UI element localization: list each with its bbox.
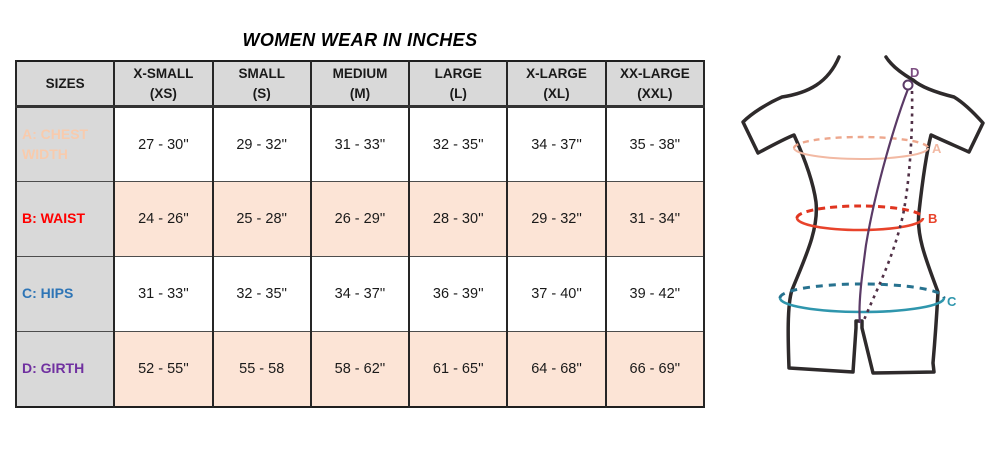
col-abbr: (XL) bbox=[543, 85, 570, 101]
waist-ellipse-solid-half bbox=[795, 217, 925, 232]
size-value-cell: 39 - 42'' bbox=[604, 256, 706, 332]
col-abbr: (L) bbox=[449, 85, 467, 101]
col-name: MEDIUM bbox=[332, 65, 388, 81]
col-header-small: SMALL (S) bbox=[211, 60, 312, 108]
size-value-cell: 32 - 35'' bbox=[211, 256, 312, 332]
row-label-waist: B: WAIST bbox=[14, 181, 116, 257]
col-name: X-SMALL bbox=[133, 65, 194, 81]
size-value-cell: 37 - 40'' bbox=[506, 256, 607, 332]
row-label-chest: A: CHEST WIDTH bbox=[14, 106, 116, 182]
girth-shoulder-loop bbox=[902, 79, 914, 91]
col-header-xxlarge: XX-LARGE (XXL) bbox=[604, 60, 706, 108]
col-name: SMALL bbox=[238, 65, 285, 81]
row-label-hips: C: HIPS bbox=[14, 256, 116, 332]
table-row-chest: A: CHEST WIDTH 27 - 30'' 29 - 32'' 31 - … bbox=[14, 106, 706, 182]
size-value-cell: 29 - 32'' bbox=[506, 181, 607, 257]
waist-label-b: B bbox=[928, 211, 937, 226]
table-row-hips: C: HIPS 31 - 33'' 32 - 35'' 34 - 37'' 36… bbox=[14, 256, 706, 332]
size-value-cell: 35 - 38'' bbox=[604, 106, 706, 182]
size-value-cell: 24 - 26'' bbox=[113, 181, 214, 257]
size-value-cell: 61 - 65'' bbox=[408, 331, 509, 407]
chest-ellipse-dashed-half bbox=[792, 135, 930, 149]
waist-ellipse-dashed-half bbox=[795, 204, 925, 219]
size-value-cell: 28 - 30'' bbox=[408, 181, 509, 257]
hips-ellipse-dashed-half bbox=[778, 282, 946, 299]
girth-line-dotted bbox=[862, 90, 914, 321]
size-value-cell: 36 - 39'' bbox=[408, 256, 509, 332]
col-abbr: (M) bbox=[349, 85, 371, 101]
size-value-cell: 32 - 35'' bbox=[408, 106, 509, 182]
size-value-cell: 27 - 30'' bbox=[113, 106, 214, 182]
table-row-waist: B: WAIST 24 - 26'' 25 - 28'' 26 - 29'' 2… bbox=[14, 181, 706, 257]
page-title: WOMEN WEAR IN INCHES bbox=[242, 30, 478, 50]
col-name: LARGE bbox=[434, 65, 482, 81]
hips-label-c: C bbox=[947, 294, 957, 309]
size-value-cell: 55 - 58 bbox=[211, 331, 312, 407]
corner-header-sizes: SIZES bbox=[14, 60, 116, 108]
chest-label-a: A bbox=[932, 141, 942, 156]
chest-ellipse-solid-half bbox=[793, 147, 929, 160]
hips-ellipse-solid-half bbox=[778, 297, 946, 314]
col-header-xsmall: X-SMALL (XS) bbox=[113, 60, 214, 108]
col-abbr: (XS) bbox=[149, 85, 177, 101]
size-value-cell: 26 - 29'' bbox=[309, 181, 411, 257]
size-value-cell: 52 - 55'' bbox=[113, 331, 214, 407]
size-value-cell: 31 - 33'' bbox=[309, 106, 411, 182]
size-value-cell: 31 - 33'' bbox=[113, 256, 214, 332]
col-header-medium: MEDIUM (M) bbox=[309, 60, 411, 108]
table-row-girth: D: GIRTH 52 - 55'' 55 - 58 58 - 62'' 61 … bbox=[14, 331, 706, 407]
body-outline bbox=[741, 55, 985, 375]
col-abbr: (XXL) bbox=[637, 85, 673, 101]
col-abbr: (S) bbox=[252, 85, 271, 101]
size-value-cell: 25 - 28'' bbox=[211, 181, 312, 257]
size-value-cell: 34 - 37'' bbox=[506, 106, 607, 182]
size-chart-table: SIZES X-SMALL (XS) SMALL (S) MEDIUM (M) … bbox=[14, 60, 706, 408]
size-value-cell: 29 - 32'' bbox=[211, 106, 312, 182]
size-value-cell: 31 - 34'' bbox=[604, 181, 706, 257]
size-value-cell: 66 - 69'' bbox=[604, 331, 706, 407]
col-header-large: LARGE (L) bbox=[408, 60, 509, 108]
col-name: X-LARGE bbox=[526, 65, 587, 81]
col-header-xlarge: X-LARGE (XL) bbox=[506, 60, 607, 108]
girth-label-d: D bbox=[910, 65, 919, 80]
header-row: SIZES X-SMALL (XS) SMALL (S) MEDIUM (M) … bbox=[14, 60, 706, 108]
size-value-cell: 58 - 62'' bbox=[309, 331, 411, 407]
girth-line-solid bbox=[858, 88, 910, 324]
col-name: XX-LARGE bbox=[619, 65, 690, 81]
size-value-cell: 64 - 68'' bbox=[506, 331, 607, 407]
row-label-girth: D: GIRTH bbox=[14, 331, 116, 407]
measurement-diagram: A B C D bbox=[716, 25, 995, 450]
size-value-cell: 34 - 37'' bbox=[309, 256, 411, 332]
